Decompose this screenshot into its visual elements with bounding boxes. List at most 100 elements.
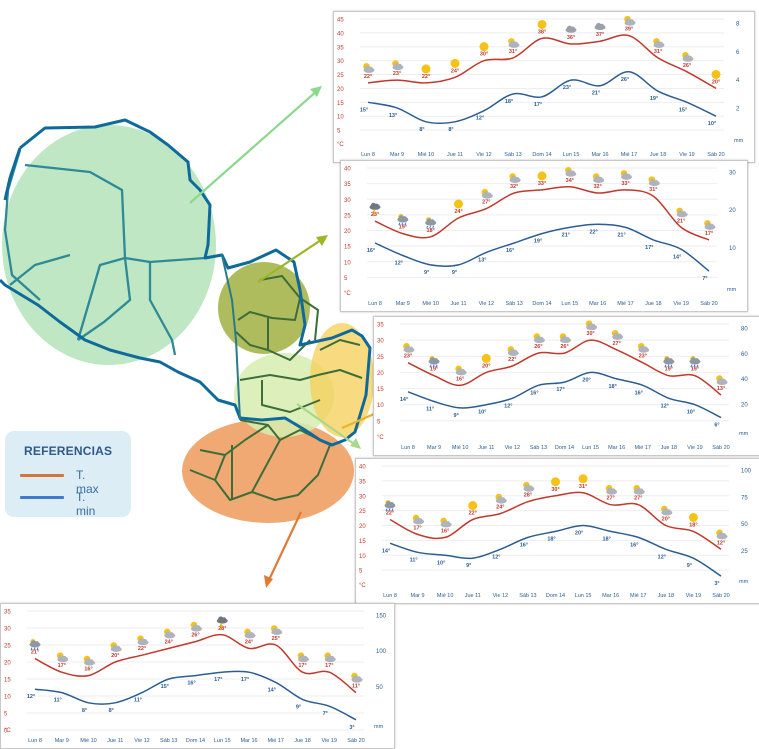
tmin-data-label: 14° [673,254,681,260]
legend-label-tmin: T. min [76,490,96,518]
x-tick-label: Lun 8 [28,738,42,744]
region-highlight-center [234,353,334,437]
y-tick-label: 10 [344,260,351,266]
y-unit-label: °C [344,291,351,297]
forecast-chart: 45 40 35 30 25 20 15 10 5 °C 8 6 4 2 mm Lun 8 Mar 9 Mié 1… [337,15,744,158]
y-tick-label: 30 [337,59,344,65]
tmax-data-label: 12° [717,540,725,546]
x-tick-label: Sáb 20 [712,593,729,599]
x-tick-label: Mié 17 [617,301,634,307]
y2-tick-label: 100 [741,469,752,475]
tmin-data-label: 12° [27,694,35,700]
legend-title: REFERENCIAS [24,444,113,458]
sun-icon [551,477,560,487]
tmax-data-label: 23° [639,354,647,360]
tmin-data-label: 17° [241,677,249,683]
tmin-data-label: 3° [714,581,719,587]
y-tick-label: 5 [377,419,381,425]
tmax-data-label: 19° [399,225,407,231]
tmax-data-label: 21° [677,218,685,224]
tmax-data-label: 27° [613,341,621,347]
y2-tick-label: 30 [729,171,736,177]
rain-icon [397,214,409,226]
x-tick-label: Mar 16 [591,152,608,158]
tmax-data-label: 39° [625,27,633,33]
x-tick-label: Jue 11 [107,738,123,744]
tmax-data-label: 33° [621,181,629,187]
tmin-data-label: 17° [556,387,564,393]
y-tick-label: 45 [337,18,344,24]
y2-unit-label: mm [739,431,749,437]
tmax-data-label: 32° [594,184,602,190]
y-tick-label: 40 [359,465,366,471]
sun-icon [450,58,460,68]
partly-cloudy-icon [440,517,452,528]
x-tick-label: Mié 10 [80,738,97,744]
y-tick-label: 30 [377,339,384,345]
tmin-data-label: 26° [621,77,629,83]
y-tick-label: 25 [344,213,351,219]
gridlines [360,18,724,131]
tmin-data-label: 11° [54,698,62,704]
tmax-data-label: 30° [480,52,488,58]
partly-cloudy-icon [676,207,688,218]
x-tick-label: Lun 8 [383,593,397,599]
tmin-data-label: 16° [635,390,643,396]
x-tick-label: Jue 18 [661,445,678,451]
y-tick-label: 30 [344,198,351,204]
y-tick-label: 10 [377,403,384,409]
y-tick-label: 5 [359,569,363,575]
region-highlight-north [218,262,310,354]
tmax-data-label: 13° [717,386,725,392]
tmin-data-label: 22° [590,229,598,235]
tmin-data-label: 12° [492,554,500,560]
arrow-south [264,511,302,588]
storm-icon [216,616,228,630]
y2-tick-label: 4 [736,78,740,84]
y-tick-label: 35 [337,45,344,51]
arrow-center [296,403,361,449]
y-tick-label: 10 [4,695,11,701]
tmax-data-label: 16° [84,667,92,673]
y-tick-label: 35 [344,182,351,188]
y-tick-label: 35 [359,479,366,485]
tmax-data-label: 32° [510,184,518,190]
tmin-data-label: 15° [679,107,687,113]
y2-tick-label: 20 [741,402,748,408]
tmin-line [389,524,722,577]
tmax-data-label: 31° [654,49,662,55]
y2-tick-label: 2 [736,106,740,112]
partly-cloudy-icon [624,15,636,26]
x-tick-label: Lun 15 [582,445,599,451]
partly-cloudy-icon [190,621,202,632]
y-tick-label: 15 [4,678,11,684]
tmin-data-label: 7° [702,276,707,282]
partly-cloudy-icon [270,625,283,635]
tmax-data-label: 16° [456,376,464,382]
y-tick-label: 25 [4,644,11,650]
partly-cloudy-icon [324,652,336,663]
tmin-data-label: 10° [478,410,486,416]
x-tick-label: Vie 19 [686,593,702,599]
tmin-data-label: 15° [360,107,368,113]
y-tick-label: 10 [337,115,344,121]
x-tick-label: Sáb 20 [712,445,729,451]
x-tick-label: Lun 8 [361,152,375,158]
x-tick-label: Mar 9 [411,593,425,599]
x-tick-label: Mar 9 [55,738,69,744]
legend-label-tmax: T. max [76,468,99,496]
x-tick-label: Vie 12 [493,593,509,599]
x-tick-label: Dom 14 [186,738,205,744]
x-tick-label: Lun 8 [401,445,415,451]
y2-tick-label: 80 [741,327,748,333]
tmin-data-label: 11° [134,698,142,704]
y2-tick-label: 25 [741,549,748,555]
tmax-data-label: 18° [427,228,435,234]
y-unit-label: °C [377,435,384,441]
partly-cloudy-icon [605,484,618,495]
tmin-data-label: 19° [534,239,542,245]
tmax-data-label: 23° [393,71,401,77]
x-tick-label: Vie 19 [679,152,695,158]
tmin-data-label: 15° [161,684,169,690]
x-tick-label: Mié 17 [630,593,647,599]
